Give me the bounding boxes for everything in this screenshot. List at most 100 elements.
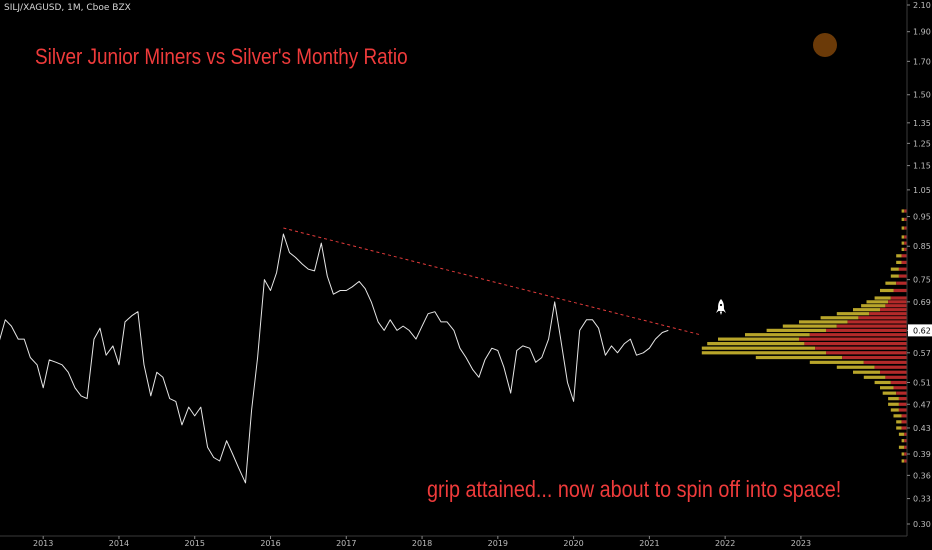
vp-down-bar xyxy=(896,391,907,395)
x-tick-label: 2020 xyxy=(563,539,583,548)
vp-up-bar xyxy=(836,365,875,369)
y-tick-label: 1.70 xyxy=(913,57,931,66)
chart-title: Silver Junior Miners vs Silver's Monthy … xyxy=(35,44,408,69)
vp-down-bar xyxy=(904,217,907,221)
vp-down-bar xyxy=(901,420,907,424)
vp-up-bar xyxy=(901,247,905,251)
chart-annotation: grip attained... now about to spin off i… xyxy=(427,476,842,502)
y-tick-label: 0.47 xyxy=(913,400,931,409)
vp-down-bar xyxy=(836,324,907,328)
vp-up-bar xyxy=(863,375,886,379)
vp-down-bar xyxy=(809,333,907,337)
vp-up-bar xyxy=(861,304,886,308)
rocket-icon xyxy=(716,299,726,315)
y-tick-label: 1.15 xyxy=(913,162,931,171)
vp-up-bar xyxy=(901,235,905,239)
vp-down-bar xyxy=(890,296,907,300)
vp-down-bar xyxy=(904,445,907,449)
x-axis[interactable]: 2013 2014 2015 2016 2017 2018 2019 2020 2021 2022… xyxy=(0,535,907,548)
y-tick-label: 0.57 xyxy=(913,349,931,358)
vp-down-bar xyxy=(904,452,907,456)
vp-up-bar xyxy=(901,439,905,443)
vp-down-bar xyxy=(804,342,907,346)
y-tick-label: 0.30 xyxy=(913,520,931,529)
vp-down-bar xyxy=(893,386,907,390)
vp-down-bar xyxy=(858,316,907,320)
vp-down-bar xyxy=(888,300,907,304)
vp-down-bar xyxy=(904,459,907,463)
vp-up-bar xyxy=(799,320,848,324)
x-tick-label: 2017 xyxy=(336,539,356,548)
x-tick-label: 2019 xyxy=(488,539,508,548)
volume-profile xyxy=(701,209,907,463)
vp-up-bar xyxy=(901,459,905,463)
y-tick-label: 1.25 xyxy=(913,139,931,148)
y-tick-label: 0.95 xyxy=(913,213,931,222)
vp-down-bar xyxy=(885,304,907,308)
vp-up-bar xyxy=(901,226,905,230)
vp-up-bar xyxy=(809,360,864,364)
vp-down-bar xyxy=(898,274,907,278)
vp-down-bar xyxy=(826,328,907,332)
vp-up-bar xyxy=(901,452,905,456)
x-tick-label: 2022 xyxy=(715,539,735,548)
vp-up-bar xyxy=(853,370,880,374)
vp-up-bar xyxy=(874,380,891,385)
vp-down-bar xyxy=(901,254,907,258)
vp-down-bar xyxy=(842,355,907,360)
vp-down-bar xyxy=(826,351,907,355)
vp-down-bar xyxy=(904,226,907,230)
vp-down-bar xyxy=(898,408,907,412)
vp-up-bar xyxy=(853,308,880,312)
x-tick-label: 2013 xyxy=(33,539,53,548)
y-axis[interactable]: 2.10 1.90 1.70 1.50 1.35 1.25 1.15 1.05 0.95 0.85… xyxy=(906,0,932,536)
y-tick-label: 2.10 xyxy=(913,1,931,10)
x-tick-label: 2014 xyxy=(109,539,129,548)
x-tick-label: 2016 xyxy=(260,539,280,548)
vp-up-bar xyxy=(901,217,905,221)
vp-down-bar xyxy=(815,346,907,350)
vp-down-bar xyxy=(896,281,907,285)
y-tick-label: 1.05 xyxy=(913,186,931,195)
vp-up-bar xyxy=(866,300,889,304)
vp-up-bar xyxy=(888,402,899,406)
last-value-label: 0.62 xyxy=(913,326,931,335)
vp-down-bar xyxy=(904,235,907,239)
vp-down-bar xyxy=(847,320,907,324)
x-tick-label: 2015 xyxy=(185,539,205,548)
x-tick-label: 2018 xyxy=(412,539,432,548)
vp-up-bar xyxy=(701,346,816,350)
vp-down-bar xyxy=(898,267,907,271)
vp-down-bar xyxy=(904,241,907,245)
vp-up-bar xyxy=(755,355,843,360)
vp-down-bar xyxy=(901,414,907,418)
vp-up-bar xyxy=(901,241,905,245)
vp-up-bar xyxy=(896,254,902,258)
y-tick-label: 0.51 xyxy=(913,378,931,387)
vp-up-bar xyxy=(901,209,905,213)
vp-down-bar xyxy=(898,397,907,401)
vp-up-bar xyxy=(745,333,810,337)
vp-down-bar xyxy=(893,288,907,293)
vp-up-bar xyxy=(888,397,899,401)
vp-up-bar xyxy=(898,445,905,449)
vp-up-bar xyxy=(893,414,902,418)
vp-down-bar xyxy=(880,370,907,374)
y-tick-label: 1.35 xyxy=(913,119,931,128)
vp-up-bar xyxy=(890,274,899,278)
vp-down-bar xyxy=(904,432,907,436)
ticker-label: SILJ/XAGUSD, 1M, Cboe BZX xyxy=(4,3,131,13)
vp-up-bar xyxy=(885,281,897,285)
vp-up-bar xyxy=(766,328,826,332)
vp-down-bar xyxy=(874,365,907,369)
vp-down-bar xyxy=(890,380,907,385)
vp-up-bar xyxy=(880,386,894,390)
y-tick-label: 0.43 xyxy=(913,424,931,433)
x-tick-label: 2021 xyxy=(639,539,659,548)
vp-down-bar xyxy=(898,402,907,406)
vp-down-bar xyxy=(901,426,907,430)
vp-up-bar xyxy=(898,432,905,436)
series-group xyxy=(0,233,669,484)
vp-down-bar xyxy=(904,209,907,213)
